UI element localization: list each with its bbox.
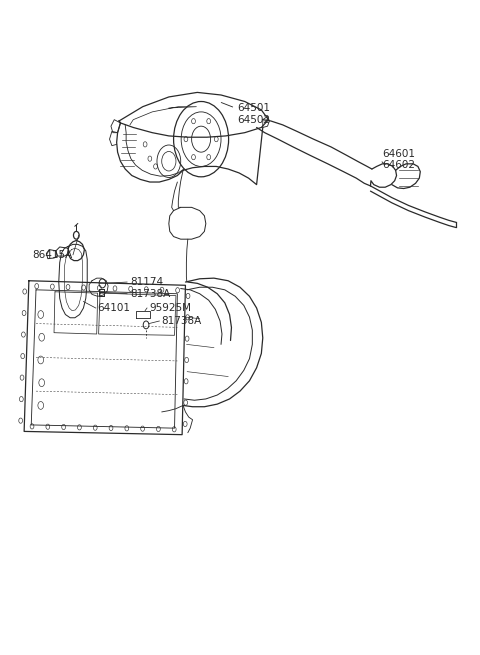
Text: 86415A: 86415A (32, 250, 72, 260)
Text: 64501: 64501 (238, 103, 271, 113)
Text: 95925M: 95925M (149, 303, 191, 313)
Text: 64601: 64601 (383, 149, 415, 159)
Text: 81174: 81174 (130, 277, 163, 287)
Text: 64502: 64502 (238, 115, 271, 125)
Text: 64602: 64602 (383, 160, 415, 170)
Text: 81738A: 81738A (130, 289, 170, 299)
Text: 64101: 64101 (97, 303, 131, 313)
Text: 81738A: 81738A (162, 316, 202, 326)
